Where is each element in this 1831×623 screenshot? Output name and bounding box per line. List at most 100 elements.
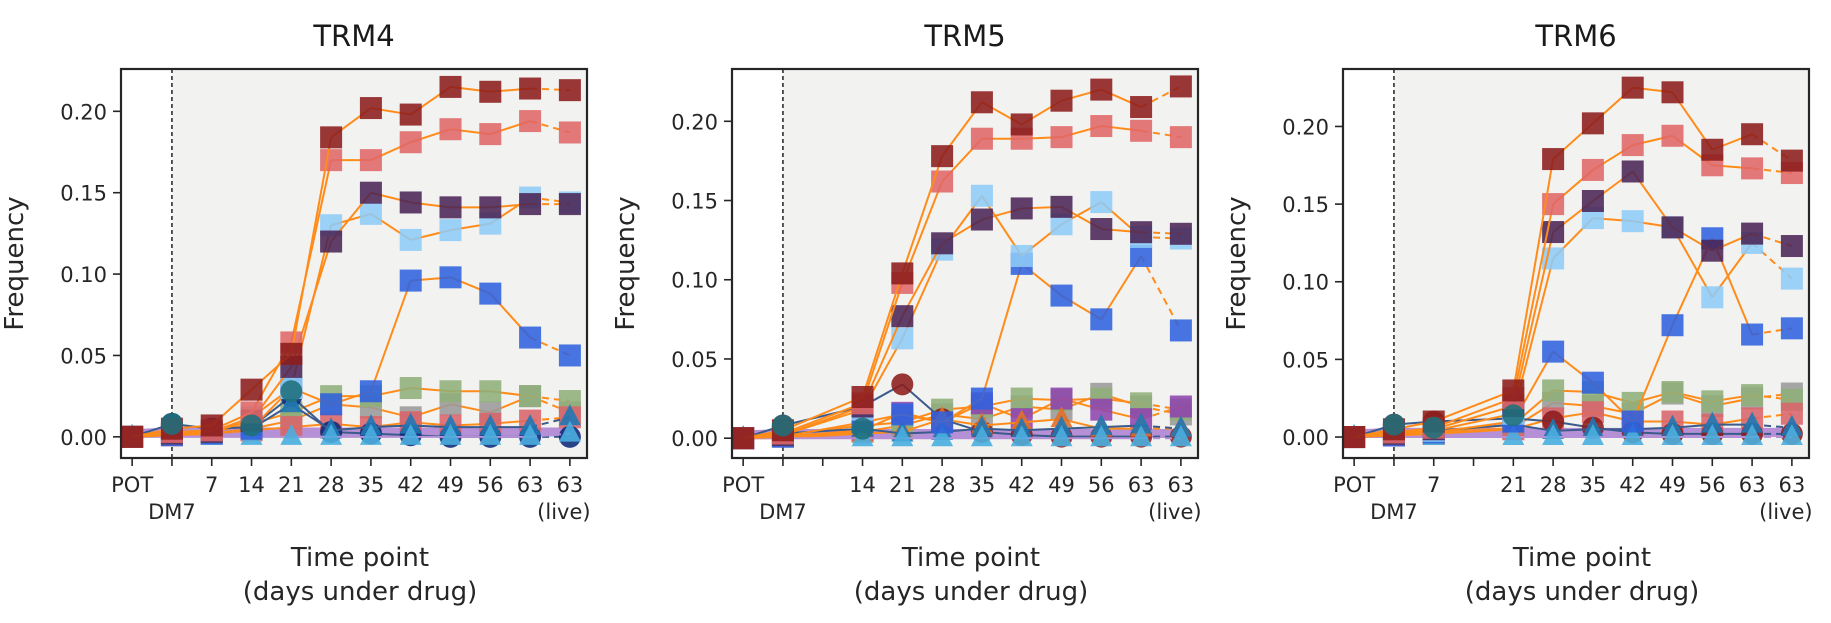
data-point-square	[1621, 410, 1644, 433]
data-point-square	[970, 184, 993, 207]
data-point-square	[1701, 286, 1724, 309]
data-point-square	[1701, 390, 1724, 413]
series-line-segment	[1433, 397, 1514, 429]
data-point-square	[1090, 78, 1113, 101]
x-tick-label: POT	[722, 473, 764, 497]
series-line-segment	[529, 416, 571, 429]
data-point-square	[1621, 76, 1644, 99]
series-line-segment	[782, 429, 863, 438]
series-line-segment	[1433, 420, 1514, 434]
data-point-square	[399, 228, 422, 251]
data-point-circle	[160, 412, 183, 435]
y-tick-label: 0.15	[1282, 193, 1329, 217]
series-line-segment	[369, 280, 412, 392]
data-point-square	[1090, 191, 1113, 214]
data-point-square	[1780, 317, 1803, 340]
series-layer	[732, 75, 1192, 450]
data-point-square	[1661, 216, 1684, 239]
panel-title: TRM6	[1534, 19, 1616, 53]
series-line-segment	[901, 155, 944, 274]
data-point-triangle	[1130, 425, 1153, 447]
series-layer	[121, 75, 581, 448]
data-point-square	[1741, 157, 1764, 180]
data-point-square	[1130, 221, 1153, 244]
x-tick-sublabel: (live)	[1759, 500, 1812, 524]
x-tick-sublabel: DM7	[1370, 500, 1418, 524]
data-point-triangle	[1741, 424, 1764, 446]
data-point-triangle	[1502, 424, 1525, 446]
series-12	[1382, 404, 1525, 439]
data-point-square	[1090, 308, 1113, 331]
data-point-square	[891, 262, 914, 285]
data-point-triangle	[1130, 412, 1153, 434]
data-point-square	[1741, 384, 1764, 407]
data-point-square	[399, 269, 422, 292]
data-point-square	[1661, 81, 1684, 104]
data-point-square	[1741, 222, 1764, 245]
data-point-square	[1780, 235, 1803, 258]
series-line-segment	[1512, 203, 1555, 399]
data-point-square	[399, 103, 422, 126]
y-tick-label: 0.20	[60, 100, 107, 124]
x-axis-label-line2: (days under drug)	[854, 577, 1089, 607]
x-axis-label-line2: (days under drug)	[1465, 577, 1700, 607]
series-12	[160, 380, 303, 437]
data-point-square	[1581, 158, 1604, 181]
data-point-square	[970, 208, 993, 231]
series-line-segment	[1512, 231, 1555, 407]
data-point-square	[359, 380, 382, 403]
data-point-square	[479, 380, 502, 403]
data-point-square	[439, 219, 462, 242]
data-point-square	[1010, 244, 1033, 267]
data-point-triangle	[320, 423, 343, 445]
data-point-square	[200, 414, 223, 437]
data-point-square	[320, 393, 343, 416]
data-point-square	[558, 79, 581, 102]
data-point-square	[1130, 119, 1153, 142]
x-tick-label: 56	[1088, 473, 1115, 497]
data-point-triangle	[970, 425, 993, 447]
panel-trm6: 0.00 0.05 0.10 0.15 0.20 POT DM7 7 21 28 35 42 49 56 6…	[1222, 19, 1813, 607]
data-point-triangle	[399, 412, 422, 434]
data-point-square	[1780, 267, 1803, 290]
data-point-square	[970, 127, 993, 150]
data-point-square	[399, 131, 422, 154]
x-tick-label: 42	[1619, 473, 1646, 497]
series-line-segment	[782, 405, 863, 427]
y-tick-label: 0.20	[671, 110, 718, 134]
x-tick-label: 28	[1540, 473, 1567, 497]
data-point-circle	[1422, 416, 1445, 439]
data-point-square	[1780, 149, 1803, 172]
y-tick-label: 0.10	[671, 269, 718, 293]
x-tick-label: 28	[929, 473, 956, 497]
x-tick-label: 7	[1427, 473, 1440, 497]
data-point-square	[1130, 244, 1153, 267]
data-point-square	[931, 232, 954, 255]
x-tick-sublabel: (live)	[537, 500, 590, 524]
y-tick-label: 0.00	[671, 427, 718, 451]
data-point-circle	[280, 380, 303, 403]
data-point-square	[320, 149, 343, 172]
series-line-segment	[1433, 389, 1514, 423]
data-point-square	[519, 385, 542, 408]
series-line-segment	[1433, 417, 1514, 423]
series-line-segment	[290, 137, 333, 355]
data-point-square	[1130, 96, 1153, 119]
data-point-square	[1661, 314, 1684, 337]
x-tick-label: 14	[849, 473, 876, 497]
axes-frame	[119, 67, 589, 460]
series-line-segment	[1433, 412, 1514, 432]
x-tick-label: 49	[1659, 473, 1686, 497]
data-point-square	[359, 97, 382, 120]
y-axis-label: Frequency	[0, 196, 30, 330]
series-line-segment	[782, 427, 863, 435]
x-tick-label: 35	[969, 473, 996, 497]
data-point-square	[891, 305, 914, 328]
data-point-square	[1581, 189, 1604, 212]
y-tick-label: 0.05	[1282, 348, 1329, 372]
data-point-square	[732, 427, 755, 450]
x-tick-sublabel: DM7	[148, 500, 196, 524]
data-point-square	[359, 149, 382, 172]
data-point-triangle	[1581, 424, 1604, 446]
x-tick-label: 63	[1128, 473, 1155, 497]
